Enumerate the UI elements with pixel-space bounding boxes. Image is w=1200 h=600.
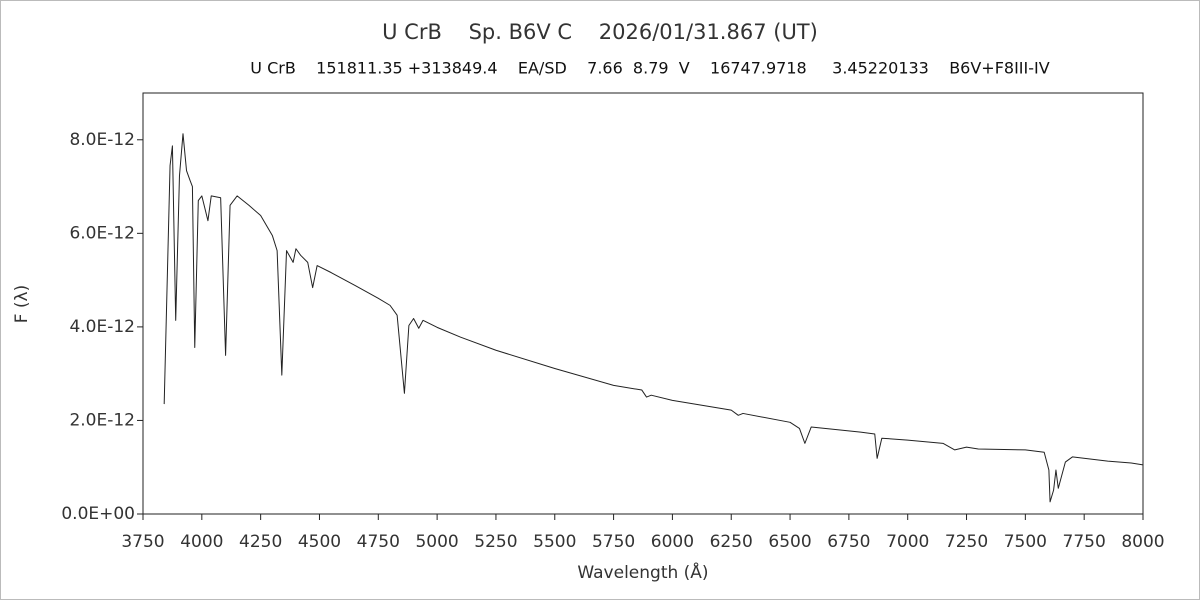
x-tick-label: 7000 xyxy=(886,532,929,552)
x-tick-label: 7500 xyxy=(1004,532,1047,552)
x-tick-label: 5750 xyxy=(592,532,635,552)
y-tick-label: 4.0E-12 xyxy=(69,317,135,337)
x-tick-label: 4000 xyxy=(180,532,223,552)
x-tick-label: 7250 xyxy=(945,532,988,552)
chart-title: U CrB Sp. B6V C 2026/01/31.867 (UT) xyxy=(382,20,818,44)
x-tick-label: 4250 xyxy=(239,532,282,552)
chart-subtitle: U CrB 151811.35 +313849.4 EA/SD 7.66 8.7… xyxy=(250,59,1049,78)
x-tick-label: 3750 xyxy=(121,532,164,552)
x-tick-label: 7750 xyxy=(1063,532,1106,552)
x-tick-label: 6500 xyxy=(768,532,811,552)
plot-area xyxy=(142,92,1144,515)
x-tick-label: 6750 xyxy=(827,532,870,552)
x-tick-label: 6250 xyxy=(710,532,753,552)
y-tick-label: 6.0E-12 xyxy=(69,223,135,243)
y-tick-label: 0.0E+00 xyxy=(61,504,135,524)
x-tick-label: 4500 xyxy=(298,532,341,552)
x-tick-label: 4750 xyxy=(357,532,400,552)
spectrum-line xyxy=(163,133,1144,503)
y-tick-label: 2.0E-12 xyxy=(69,410,135,430)
x-tick-label: 5250 xyxy=(474,532,517,552)
x-tick-label: 6000 xyxy=(651,532,694,552)
x-axis-label: Wavelength (Å) xyxy=(577,561,708,583)
x-tick-label: 8000 xyxy=(1121,532,1164,552)
y-axis-label: F (λ) xyxy=(12,285,32,324)
x-tick-label: 5500 xyxy=(533,532,576,552)
x-tick-label: 5000 xyxy=(415,532,458,552)
y-tick-label: 8.0E-12 xyxy=(69,130,135,150)
